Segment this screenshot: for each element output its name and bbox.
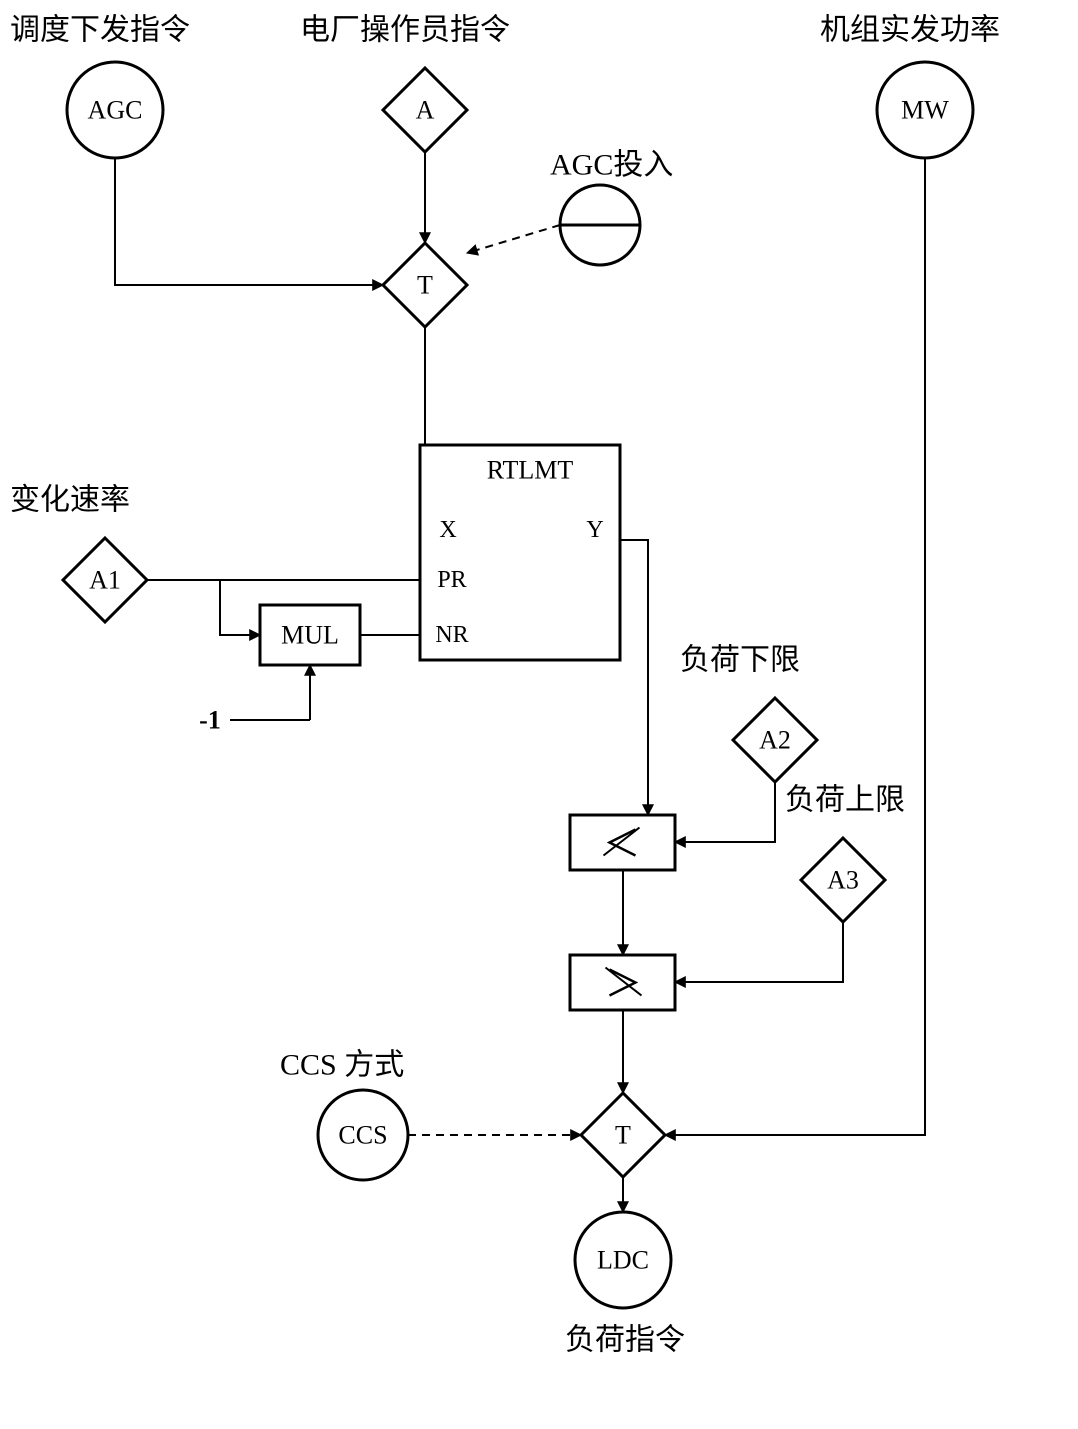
a2_diamond-text: A2	[759, 726, 791, 755]
edge	[620, 540, 648, 815]
a3_diamond-text: A3	[827, 866, 859, 895]
mul_rect-text: MUL	[281, 621, 339, 650]
agc_circle-text: AGC	[88, 96, 143, 125]
agc_in_circle-label: AGC投入	[550, 149, 673, 182]
a_diamond-text: A	[416, 96, 435, 125]
a3_diamond-label: 负荷上限	[785, 784, 905, 817]
t2_diamond-text: T	[615, 1121, 631, 1150]
neg1_text: -1	[199, 706, 221, 735]
a2_diamond-label: 负荷下限	[680, 644, 800, 677]
control-diagram: AGC 调度下发指令 A 电厂操作员指令 MW 机组实发功率 AGC投入 T A1 变化速率 MUL…	[0, 0, 1078, 1429]
agc_circle-label: 调度下发指令	[10, 14, 190, 47]
rtlmt-port-2: PR	[437, 567, 466, 593]
rtlmt-port-3: NR	[435, 622, 468, 648]
ldc_circle-label: 负荷指令	[565, 1324, 685, 1357]
t1_diamond-text: T	[417, 271, 433, 300]
lt_rect	[570, 815, 675, 870]
mw_circle-label: 机组实发功率	[820, 14, 1000, 47]
edge	[115, 158, 383, 285]
a_diamond-label: 电厂操作员指令	[300, 14, 510, 47]
ldc_circle-text: LDC	[597, 1246, 649, 1275]
mw_circle-text: MW	[901, 96, 949, 125]
edge	[467, 225, 560, 253]
edge	[675, 922, 843, 982]
rtlmt-port-0: X	[439, 517, 456, 543]
ccs_circle-label: CCS 方式	[280, 1049, 404, 1082]
a1_diamond-text: A1	[89, 566, 121, 595]
a1_diamond-label: 变化速率	[10, 484, 130, 517]
gt_rect	[570, 955, 675, 1010]
edge	[220, 580, 260, 635]
rtlmt-port-1: Y	[586, 517, 603, 543]
rtlmt_rect-text: RTLMT	[487, 456, 574, 485]
edge	[675, 782, 775, 842]
ccs_circle-text: CCS	[338, 1121, 387, 1150]
